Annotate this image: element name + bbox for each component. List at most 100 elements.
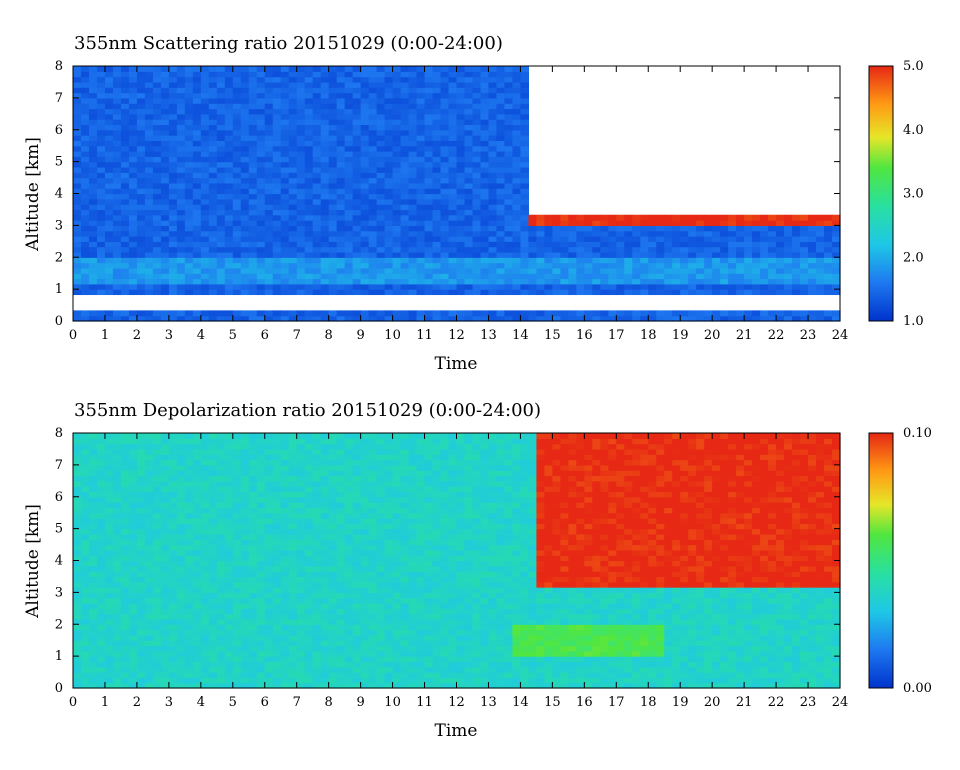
heatmap-cell bbox=[184, 135, 194, 141]
heatmap-cell bbox=[744, 310, 753, 317]
heatmap-cell bbox=[640, 262, 649, 269]
heatmap-cell bbox=[240, 257, 250, 264]
heatmap-cell bbox=[480, 645, 490, 652]
heatmap-cell bbox=[768, 603, 777, 609]
heatmap-cell bbox=[672, 656, 681, 663]
heatmap-cell bbox=[272, 608, 282, 615]
heatmap-cell bbox=[344, 193, 354, 200]
heatmap-cell bbox=[304, 177, 314, 184]
heatmap-cell bbox=[448, 129, 458, 136]
heatmap-cell bbox=[744, 315, 753, 322]
heatmap-cell bbox=[208, 161, 218, 168]
heatmap-cell bbox=[800, 214, 809, 221]
heatmap-cell bbox=[448, 87, 458, 94]
heatmap-cell bbox=[328, 613, 338, 620]
heatmap-cell bbox=[248, 103, 258, 110]
heatmap-cell bbox=[304, 145, 314, 152]
heatmap-cell bbox=[344, 645, 354, 652]
heatmap-cell bbox=[704, 220, 713, 226]
heatmap-cell bbox=[88, 225, 98, 232]
heatmap-cell bbox=[216, 262, 226, 269]
heatmap-cell bbox=[168, 119, 178, 126]
heatmap-cell bbox=[392, 204, 402, 211]
heatmap-cell bbox=[272, 214, 282, 221]
heatmap-cell bbox=[672, 257, 681, 264]
heatmap-cell bbox=[88, 209, 98, 216]
heatmap-cell bbox=[392, 193, 402, 200]
heatmap-cell bbox=[600, 613, 609, 620]
heatmap-cell bbox=[384, 166, 394, 173]
heatmap-cell bbox=[208, 666, 218, 673]
heatmap-cell bbox=[816, 672, 825, 678]
heatmap-cell bbox=[288, 645, 298, 652]
heatmap-cell bbox=[568, 613, 577, 620]
heatmap-cell bbox=[120, 315, 130, 322]
heatmap-cell bbox=[312, 97, 322, 104]
heatmap-cell bbox=[328, 618, 338, 625]
heatmap-cell bbox=[688, 246, 697, 253]
heatmap-cell bbox=[96, 640, 106, 647]
heatmap-cell bbox=[440, 661, 450, 668]
heatmap-cell bbox=[560, 672, 569, 678]
heatmap-cell bbox=[344, 198, 354, 205]
heatmap-cell bbox=[480, 81, 490, 88]
heatmap-cell bbox=[104, 188, 114, 195]
heatmap-cell bbox=[288, 135, 298, 141]
heatmap-cell bbox=[472, 97, 482, 104]
heatmap-cell bbox=[808, 220, 817, 226]
heatmap-cell bbox=[272, 640, 282, 647]
heatmap-cell bbox=[160, 129, 170, 136]
heatmap-cell bbox=[344, 225, 354, 232]
heatmap-cell bbox=[73, 172, 82, 179]
heatmap-cell bbox=[256, 119, 266, 126]
heatmap-cell bbox=[240, 166, 250, 173]
heatmap-cell bbox=[760, 597, 769, 604]
heatmap-cell bbox=[128, 204, 138, 211]
heatmap-cell bbox=[624, 624, 633, 631]
heatmap-cell bbox=[520, 236, 530, 242]
heatmap-cell bbox=[408, 92, 418, 99]
heatmap-cell bbox=[128, 629, 138, 636]
heatmap-cell bbox=[416, 236, 426, 242]
heatmap-cell bbox=[664, 236, 673, 242]
heatmap-cell bbox=[488, 677, 498, 684]
heatmap-cell bbox=[808, 278, 817, 285]
heatmap-cell bbox=[312, 198, 322, 205]
heatmap-cell bbox=[280, 156, 290, 163]
heatmap-cell bbox=[520, 267, 530, 274]
heatmap-cell bbox=[472, 315, 482, 322]
heatmap-cell bbox=[480, 129, 490, 136]
heatmap-cell bbox=[688, 230, 697, 237]
heatmap-cell bbox=[448, 220, 458, 226]
heatmap-cell bbox=[312, 209, 322, 216]
heatmap-cell bbox=[464, 113, 474, 120]
heatmap-cell bbox=[336, 656, 346, 663]
heatmap-cell bbox=[360, 71, 370, 78]
heatmap-cell bbox=[672, 225, 681, 232]
heatmap-cell bbox=[624, 677, 633, 684]
heatmap-cell bbox=[200, 193, 210, 200]
heatmap-cell bbox=[264, 124, 274, 131]
heatmap-cell bbox=[73, 661, 82, 668]
heatmap-cell bbox=[344, 108, 354, 115]
heatmap-cell bbox=[656, 597, 665, 604]
heatmap-cell bbox=[112, 634, 122, 641]
heatmap-cell bbox=[432, 640, 442, 647]
heatmap-cell bbox=[248, 225, 258, 232]
heatmap-cell bbox=[216, 166, 226, 173]
heatmap-cell bbox=[416, 613, 426, 620]
heatmap-cell bbox=[240, 273, 250, 280]
heatmap-cell bbox=[128, 645, 138, 652]
heatmap-cell bbox=[672, 666, 681, 673]
heatmap-cell bbox=[816, 241, 825, 248]
heatmap-cell bbox=[416, 283, 426, 290]
heatmap-cell bbox=[536, 661, 545, 668]
heatmap-cell bbox=[368, 656, 378, 663]
heatmap-cell bbox=[272, 629, 282, 636]
y-tick-label: 2 bbox=[55, 250, 63, 265]
heatmap-cell bbox=[160, 182, 170, 189]
heatmap-cell bbox=[256, 166, 266, 173]
heatmap-cell bbox=[320, 257, 330, 264]
heatmap-cell bbox=[312, 241, 322, 248]
heatmap-cell bbox=[112, 172, 122, 179]
